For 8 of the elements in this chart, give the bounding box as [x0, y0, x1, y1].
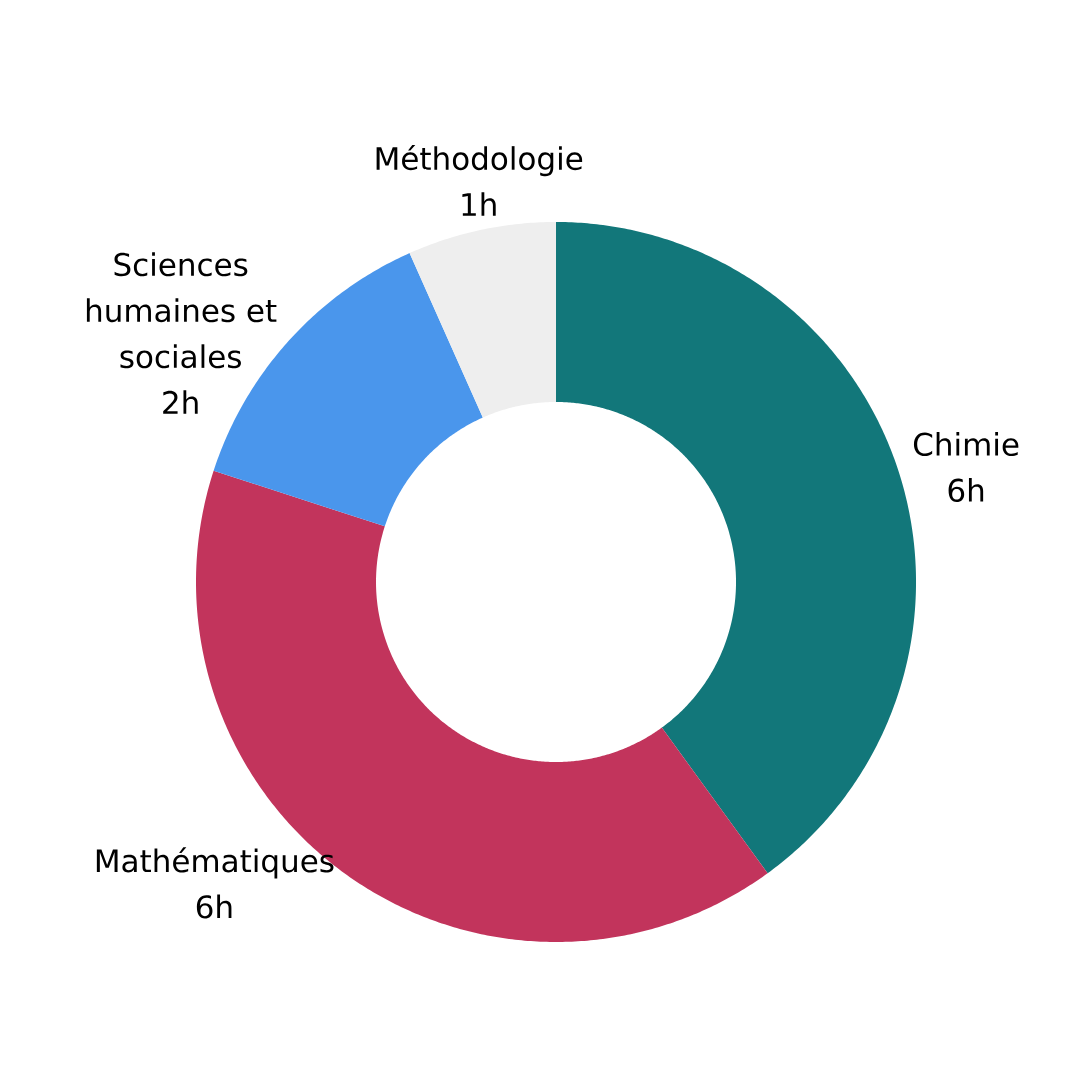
slice-label: Mathématiques	[96, 847, 334, 879]
data-label: 6h	[948, 478, 984, 503]
data-label: 2h	[163, 390, 198, 414]
slice-label: Chimie	[913, 432, 1019, 457]
data-label: 6h	[196, 894, 232, 919]
slice-label: Méthodologie	[376, 144, 583, 177]
slice-label: Sciences humaines et sociales	[86, 252, 277, 369]
data-label: 1h	[462, 192, 496, 216]
